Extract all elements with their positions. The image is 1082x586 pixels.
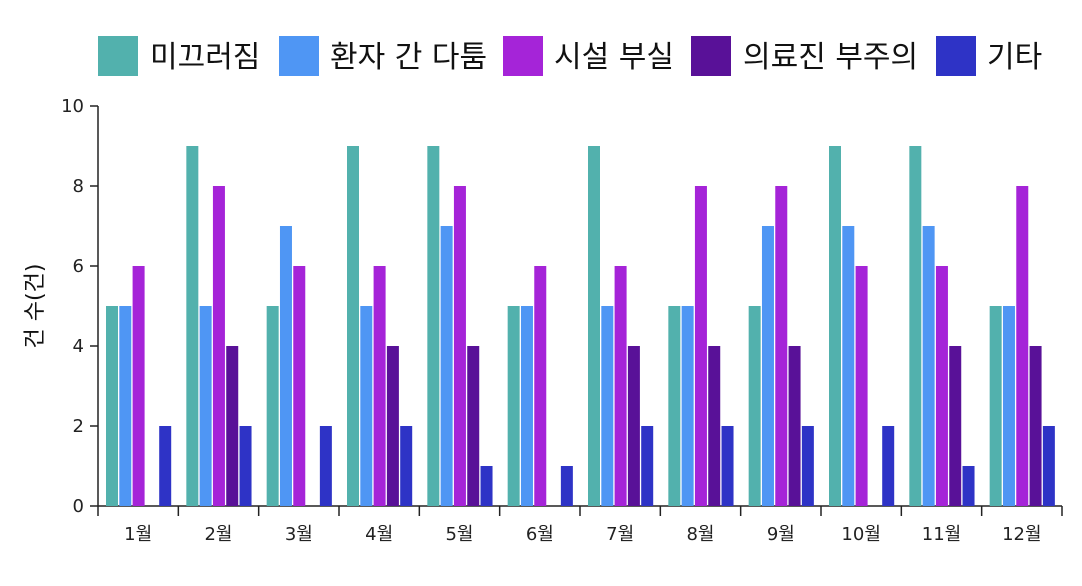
x-tick-label: 6월 xyxy=(526,524,554,545)
bar-5-11 xyxy=(962,466,975,506)
legend-swatch-4 xyxy=(691,36,731,76)
x-tick-label: 8월 xyxy=(686,524,714,545)
x-tick-label: 7월 xyxy=(606,524,634,545)
bar-5-9 xyxy=(801,426,814,506)
bar-2-7 xyxy=(601,306,614,506)
x-tick-label: 9월 xyxy=(767,524,795,545)
legend-label-1: 미끄러짐 xyxy=(150,40,260,75)
x-tick-label: 11월 xyxy=(922,524,961,545)
x-tick-label: 3월 xyxy=(285,524,313,545)
x-tick-label: 10월 xyxy=(841,524,880,545)
bar-1-1 xyxy=(106,306,118,506)
legend-label-2: 환자 간 다툼 xyxy=(330,40,487,75)
bar-5-10 xyxy=(882,426,895,506)
bar-4-2 xyxy=(226,346,239,506)
y-tick-label: 4 xyxy=(73,336,84,357)
legend-label-4: 의료진 부주의 xyxy=(743,40,918,75)
y-tick-label: 2 xyxy=(73,416,84,437)
bar-5-7 xyxy=(641,426,654,506)
x-tick-label: 4월 xyxy=(365,524,393,545)
bar-2-10 xyxy=(842,226,855,506)
bar-5-5 xyxy=(480,466,493,506)
bar-2-4 xyxy=(360,306,373,506)
bar-5-12 xyxy=(1042,426,1055,506)
bar-3-2 xyxy=(212,186,225,506)
y-tick-label: 0 xyxy=(73,496,84,517)
bar-2-2 xyxy=(199,306,212,506)
bar-3-9 xyxy=(775,186,788,506)
bar-5-2 xyxy=(239,426,252,506)
y-tick-label: 8 xyxy=(73,176,84,197)
bar-1-11 xyxy=(909,146,922,506)
bar-5-4 xyxy=(400,426,413,506)
x-axis: 1월 2월 3월 4월 5월 6월 7월 8월 9월 10월 11월 12월 xyxy=(97,505,1063,545)
bar-4-5 xyxy=(467,346,480,506)
legend-swatch-3 xyxy=(503,36,543,76)
bar-1-12 xyxy=(989,306,1002,506)
bar-1-9 xyxy=(748,306,761,506)
bar-4-7 xyxy=(627,346,640,506)
bar-5-6 xyxy=(560,466,573,506)
x-tick-label: 12월 xyxy=(1002,524,1041,545)
bar-3-4 xyxy=(373,266,386,506)
bar-2-6 xyxy=(520,306,533,506)
bar-1-2 xyxy=(186,146,199,506)
bar-3-12 xyxy=(1016,186,1029,506)
bar-5-8 xyxy=(721,426,734,506)
bars xyxy=(106,146,1055,506)
bar-1-6 xyxy=(507,306,520,506)
bar-1-5 xyxy=(427,146,440,506)
bar-2-11 xyxy=(922,226,935,506)
bar-2-12 xyxy=(1002,306,1015,506)
bar-2-9 xyxy=(761,226,774,506)
y-axis: 0 2 4 6 8 10 xyxy=(61,96,99,517)
legend-swatch-5 xyxy=(936,36,976,76)
bar-4-9 xyxy=(788,346,801,506)
bar-5-1 xyxy=(159,426,172,506)
legend-label-5: 기타 xyxy=(987,40,1042,75)
bar-3-5 xyxy=(453,186,466,506)
bar-4-4 xyxy=(386,346,399,506)
bar-3-7 xyxy=(614,266,627,506)
bar-2-8 xyxy=(681,306,694,506)
bar-3-6 xyxy=(534,266,547,506)
legend-label-3: 시설 부실 xyxy=(554,40,674,75)
legend-swatch-1 xyxy=(98,36,138,76)
bar-1-4 xyxy=(347,146,359,506)
bar-3-1 xyxy=(132,266,145,506)
bar-3-11 xyxy=(935,266,948,506)
y-tick-label: 10 xyxy=(61,96,84,117)
y-tick-label: 6 xyxy=(73,256,84,277)
legend-swatch-2 xyxy=(279,36,319,76)
bar-2-1 xyxy=(119,306,132,506)
x-tick-label: 1월 xyxy=(124,524,152,545)
bar-4-11 xyxy=(949,346,962,506)
bar-1-8 xyxy=(668,306,681,506)
bar-5-3 xyxy=(319,426,332,506)
y-axis-title: 건 수(건) xyxy=(23,264,48,349)
bar-4-12 xyxy=(1029,346,1042,506)
bar-2-5 xyxy=(440,226,453,506)
legend: 미끄러짐 환자 간 다툼 시설 부실 의료진 부주의 기타 xyxy=(98,36,1042,76)
bar-4-8 xyxy=(708,346,721,506)
bar-3-8 xyxy=(694,186,707,506)
bar-1-10 xyxy=(829,146,841,506)
bar-2-3 xyxy=(279,226,292,506)
bar-3-10 xyxy=(855,266,868,506)
bar-1-7 xyxy=(588,146,600,506)
bar-3-3 xyxy=(293,266,306,506)
x-tick-label: 2월 xyxy=(204,524,232,545)
x-tick-label: 5월 xyxy=(445,524,473,545)
bar-1-3 xyxy=(266,306,279,506)
